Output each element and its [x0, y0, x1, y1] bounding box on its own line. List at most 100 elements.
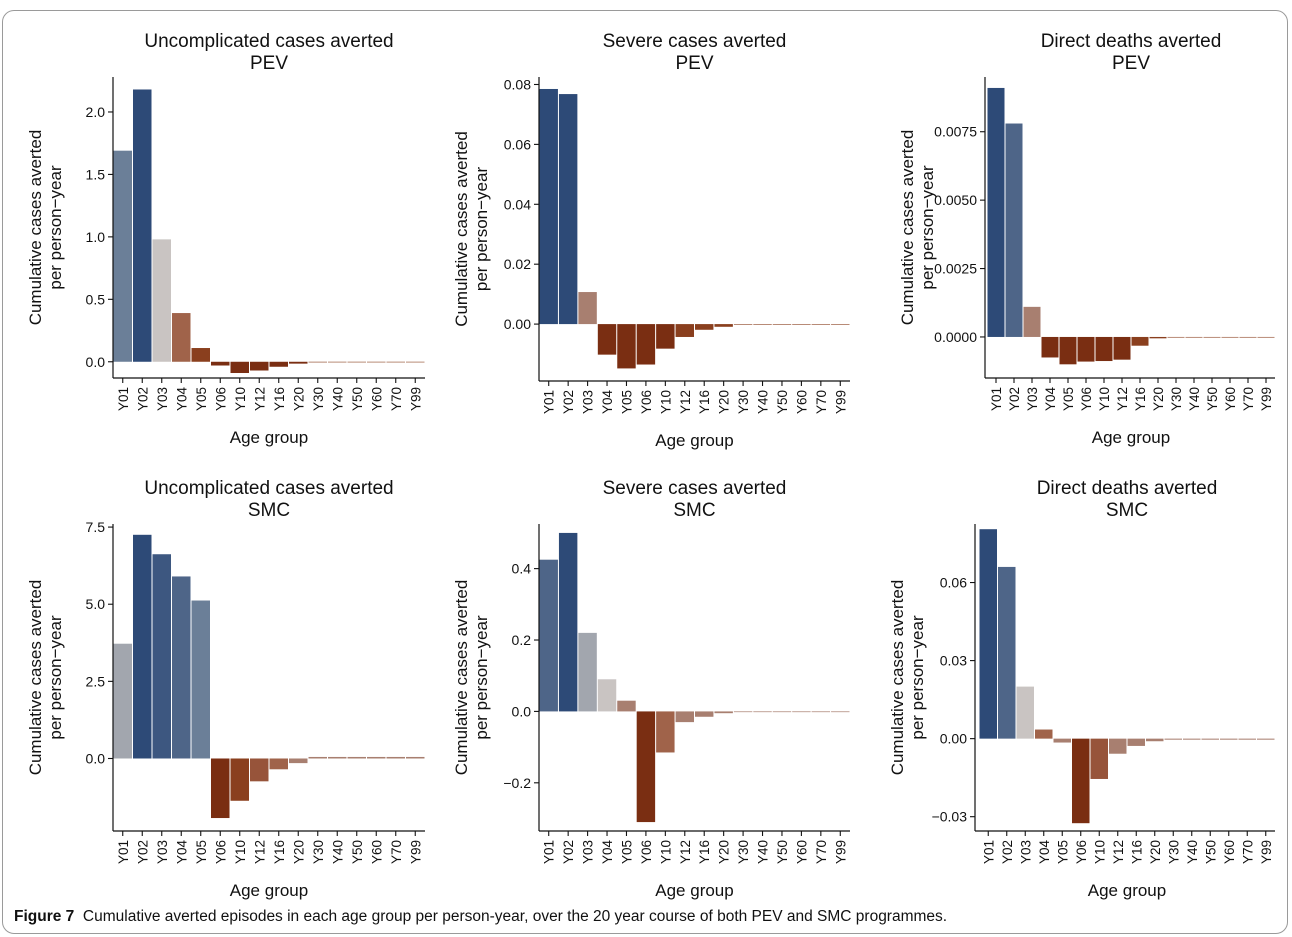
chart-title: Severe cases averted — [603, 31, 787, 52]
bar — [578, 632, 597, 712]
bar — [617, 700, 636, 712]
x-tick-label: Y40 — [330, 387, 345, 411]
x-tick-label: Y06 — [213, 840, 228, 864]
y-tick-label: −0.03 — [932, 809, 968, 825]
x-tick-label: Y02 — [1007, 387, 1022, 411]
y-tick-label: 0.0 — [86, 354, 106, 370]
y-axis-label: per person−year — [918, 165, 937, 290]
x-tick-label: Y70 — [389, 387, 404, 411]
x-tick-label: Y01 — [981, 840, 996, 864]
bar — [831, 711, 850, 713]
bar — [1167, 336, 1185, 338]
bar — [1041, 336, 1059, 358]
bar — [133, 89, 152, 362]
bar — [1257, 738, 1275, 740]
x-tick-label: Y60 — [794, 840, 809, 864]
bar — [1201, 738, 1219, 740]
bar — [269, 361, 288, 367]
y-tick-label: 0.06 — [504, 136, 531, 152]
bar — [328, 756, 347, 759]
bar — [772, 711, 792, 713]
bar — [1113, 336, 1131, 360]
x-tick-label: Y12 — [1115, 387, 1130, 411]
bar — [133, 534, 152, 759]
bar — [656, 324, 675, 349]
y-axis-label: per person−year — [472, 615, 491, 740]
bar — [289, 361, 308, 364]
bar — [230, 758, 249, 801]
x-tick-label: Y99 — [833, 390, 848, 414]
bar — [636, 324, 656, 365]
x-tick-label: Y05 — [1061, 387, 1076, 411]
y-tick-label: 0.02 — [504, 256, 531, 272]
x-tick-label: Y60 — [1222, 840, 1237, 864]
bar — [597, 679, 617, 712]
y-axis-label: per person−year — [472, 167, 491, 292]
x-tick-label: Y40 — [330, 840, 345, 864]
bar — [308, 756, 327, 759]
x-axis-label: Age group — [655, 881, 733, 900]
y-tick-label: 0.06 — [940, 575, 967, 591]
x-tick-label: Y05 — [619, 840, 634, 864]
x-tick-label: Y20 — [291, 387, 306, 411]
x-axis-label: Age group — [655, 431, 733, 450]
bar — [1109, 738, 1127, 754]
x-tick-label: Y40 — [1187, 387, 1202, 411]
x-tick-label: Y02 — [135, 840, 150, 864]
y-axis-label: Cumulative cases averted — [452, 580, 471, 776]
y-axis-label: Cumulative cases averted — [26, 580, 45, 776]
bar — [1221, 336, 1239, 338]
x-tick-label: Y16 — [697, 840, 712, 864]
y-tick-label: −0.2 — [503, 775, 531, 791]
x-tick-label: Y70 — [1240, 840, 1255, 864]
bar — [328, 361, 347, 363]
x-tick-label: Y12 — [1111, 840, 1126, 864]
y-tick-label: 0.4 — [512, 561, 532, 577]
bar — [269, 758, 288, 770]
x-tick-label: Y02 — [1000, 840, 1015, 864]
chart-subtitle: PEV — [250, 53, 288, 74]
bar — [636, 711, 656, 823]
x-tick-label: Y99 — [408, 840, 423, 864]
bar — [1131, 336, 1149, 346]
y-tick-label: 0.00 — [940, 731, 967, 747]
x-tick-label: Y04 — [600, 840, 615, 865]
x-tick-label: Y30 — [736, 390, 751, 414]
bar — [172, 576, 191, 759]
bar — [152, 554, 171, 759]
x-tick-label: Y01 — [989, 387, 1004, 411]
y-axis-label: per person−year — [908, 615, 927, 740]
x-tick-label: Y16 — [1133, 387, 1148, 411]
y-tick-label: 2.5 — [86, 673, 106, 689]
bar — [191, 600, 210, 759]
y-tick-label: 0.0025 — [934, 261, 977, 277]
x-tick-label: Y20 — [1151, 387, 1166, 411]
x-tick-label: Y01 — [116, 840, 131, 864]
y-axis-label: per person−year — [46, 165, 65, 290]
chart-subtitle: SMC — [248, 500, 290, 521]
x-tick-label: Y30 — [311, 840, 326, 864]
x-tick-label: Y04 — [174, 387, 189, 412]
bar — [152, 239, 171, 362]
y-tick-label: 0.0 — [86, 750, 106, 766]
bar — [539, 88, 558, 325]
bar — [1239, 336, 1257, 338]
bar — [1035, 729, 1053, 739]
bar — [347, 756, 366, 759]
y-tick-label: 0.0000 — [934, 329, 977, 345]
x-tick-label: Y06 — [1079, 387, 1094, 411]
y-axis-label: Cumulative cases averted — [888, 580, 907, 776]
bar — [1146, 738, 1164, 742]
x-tick-label: Y03 — [155, 387, 170, 411]
x-tick-label: Y40 — [756, 390, 771, 414]
x-tick-label: Y20 — [291, 840, 306, 864]
x-tick-label: Y60 — [369, 387, 384, 411]
figure-frame — [2, 10, 1288, 934]
bar — [1203, 336, 1221, 338]
bar — [113, 643, 132, 759]
bar — [675, 711, 694, 723]
